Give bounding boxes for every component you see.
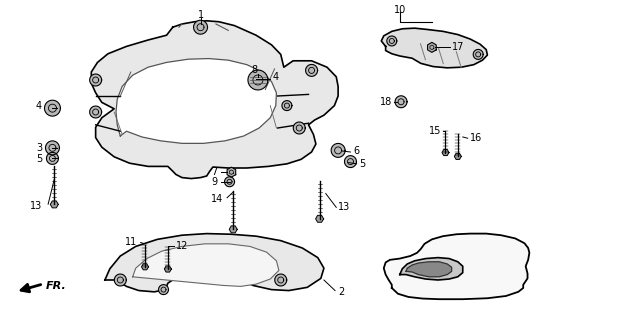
Text: 16: 16 <box>470 133 482 143</box>
Text: 8: 8 <box>252 65 258 76</box>
Polygon shape <box>316 215 323 222</box>
Text: 5: 5 <box>36 154 42 164</box>
Text: 2: 2 <box>338 287 344 297</box>
Text: 4: 4 <box>36 101 42 111</box>
Polygon shape <box>133 244 279 286</box>
Polygon shape <box>105 234 324 292</box>
Text: 13: 13 <box>338 202 350 212</box>
Polygon shape <box>227 167 236 177</box>
Polygon shape <box>381 28 487 68</box>
Text: 5: 5 <box>359 159 365 169</box>
Polygon shape <box>384 234 529 299</box>
Text: 6: 6 <box>353 146 359 156</box>
Polygon shape <box>46 152 59 164</box>
Text: 14: 14 <box>211 194 223 204</box>
Polygon shape <box>248 70 268 90</box>
Text: 7: 7 <box>211 167 217 177</box>
Polygon shape <box>89 74 102 86</box>
Text: 18: 18 <box>379 97 392 107</box>
Polygon shape <box>305 64 318 76</box>
Polygon shape <box>473 49 483 60</box>
Polygon shape <box>51 201 58 208</box>
Polygon shape <box>395 96 407 108</box>
Text: 15: 15 <box>429 125 441 136</box>
Polygon shape <box>293 122 305 134</box>
Text: 17: 17 <box>452 42 465 52</box>
Text: 13: 13 <box>30 201 42 212</box>
Polygon shape <box>164 266 172 272</box>
Polygon shape <box>442 149 449 156</box>
Polygon shape <box>400 258 463 280</box>
Polygon shape <box>275 274 287 286</box>
Polygon shape <box>159 284 168 295</box>
Polygon shape <box>141 264 149 270</box>
Polygon shape <box>44 100 60 116</box>
Text: 12: 12 <box>176 241 188 251</box>
Polygon shape <box>406 262 452 277</box>
Polygon shape <box>89 106 102 118</box>
Text: 9: 9 <box>211 177 217 187</box>
Polygon shape <box>344 156 357 168</box>
Text: 4: 4 <box>273 72 279 82</box>
Text: 10: 10 <box>394 5 406 15</box>
Text: 11: 11 <box>125 236 137 247</box>
Polygon shape <box>428 42 436 52</box>
Polygon shape <box>454 153 462 159</box>
Polygon shape <box>91 21 338 179</box>
Text: 1: 1 <box>197 10 204 20</box>
Polygon shape <box>230 226 237 233</box>
Polygon shape <box>225 177 234 187</box>
Text: 3: 3 <box>36 143 42 153</box>
Polygon shape <box>116 59 276 143</box>
Text: FR.: FR. <box>46 281 66 291</box>
Polygon shape <box>282 100 292 111</box>
Polygon shape <box>387 36 397 46</box>
Polygon shape <box>114 274 126 286</box>
Polygon shape <box>331 143 345 157</box>
Polygon shape <box>194 20 207 34</box>
Polygon shape <box>46 141 59 155</box>
